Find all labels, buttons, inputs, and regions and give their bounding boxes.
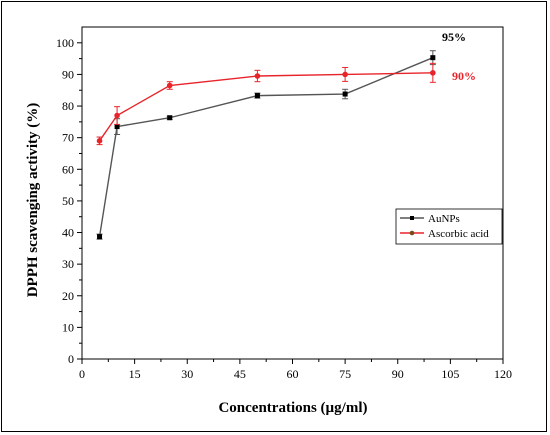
data-point — [97, 234, 103, 240]
legend-marker — [409, 230, 415, 236]
data-point — [342, 91, 348, 97]
y-tick-label: 20 — [62, 289, 74, 303]
x-tick-label: 60 — [287, 367, 299, 381]
y-tick-label: 40 — [62, 226, 74, 240]
annotation-aunps-max: 95% — [442, 30, 466, 44]
legend-label: Ascorbic acid — [428, 228, 489, 240]
data-point — [96, 138, 103, 144]
data-point — [167, 115, 173, 121]
legend-box — [395, 208, 503, 245]
series-line-0 — [98, 57, 434, 237]
plot-border — [81, 26, 504, 360]
y-tick-label: 70 — [62, 131, 74, 145]
legend: AuNPs Ascorbic acid — [395, 208, 503, 245]
legend-label: AuNPs — [428, 213, 460, 225]
x-tick-label: 105 — [441, 367, 459, 381]
axes: 0 10 20 30 40 50 60 70 80 90 100 0 15 30 45 60 75 90 105 12… — [56, 26, 512, 381]
x-tick-label: 30 — [181, 367, 193, 381]
data-point — [342, 71, 348, 78]
x-tick-label: 90 — [392, 367, 404, 381]
annotation-ascorbic-max: 90% — [452, 69, 476, 83]
data-point — [114, 124, 120, 130]
x-tick-label: 15 — [129, 367, 141, 381]
data-point — [430, 70, 436, 76]
legend-marker — [410, 216, 414, 220]
y-tick-label: 80 — [62, 99, 74, 113]
y-axis-title: DPPH scavenging activity (%) — [25, 103, 41, 298]
y-tick-label: 0 — [68, 352, 74, 366]
x-axis-title: Concentrations (µg/ml) — [218, 400, 367, 416]
x-tick-label: 45 — [234, 367, 246, 381]
y-tick-label: 90 — [62, 67, 74, 81]
data-point — [114, 112, 120, 119]
x-tick-label: 0 — [79, 367, 85, 381]
y-tick-label: 10 — [62, 320, 74, 334]
plot-area — [96, 50, 436, 240]
x-tick-label: 75 — [339, 367, 351, 381]
series-line-1 — [98, 72, 433, 142]
data-point — [166, 82, 173, 89]
data-point — [254, 73, 261, 79]
y-tick-label: 30 — [62, 257, 74, 271]
data-point — [254, 93, 260, 99]
y-tick-label: 100 — [56, 36, 74, 50]
data-point — [430, 55, 436, 61]
x-tick-label: 120 — [494, 367, 512, 381]
y-tick-label: 50 — [62, 194, 74, 208]
y-tick-label: 60 — [62, 162, 74, 176]
